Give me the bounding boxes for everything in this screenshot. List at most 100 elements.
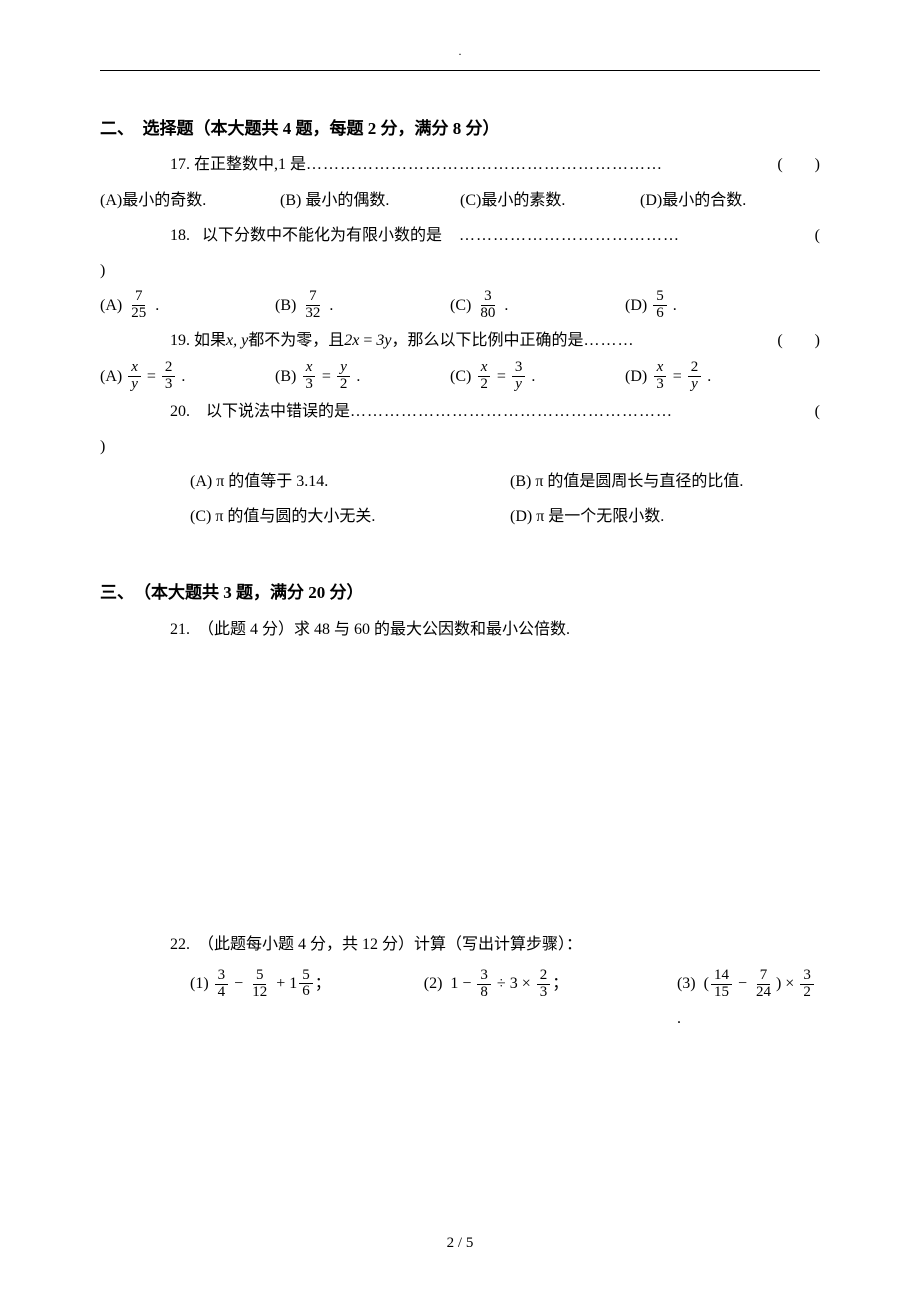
q18-paren-open: ( [815,218,820,253]
q19-eq: 2x = 3y [344,323,391,358]
q18-opt-c: (C) 380 . [450,288,625,323]
tail: . [329,288,333,323]
den: y [688,377,701,393]
num: 3 [215,968,229,985]
int: 1 [289,966,297,1001]
q18-opt-a: (A) 725 . [100,288,275,323]
op: × [781,975,798,992]
eq: = [673,359,682,394]
page-footer: 2 / 5 [0,1235,920,1252]
num: 3 [512,360,526,377]
fraction: 2y [688,360,702,393]
fraction: 1415 [711,968,732,1001]
den: 15 [711,985,732,1001]
opt-label: (A) [100,288,122,323]
header-dot: . [0,44,920,59]
q19-opt-d: (D) x3 = 2y . [625,359,800,394]
q17-opt-c: (C)最小的素数. [460,183,630,218]
content: 二、 选择题（本大题共 4 题，每题 2 分，满分 8 分） 17. 在正整数中… [100,110,820,1037]
q20-row-ab: (A) π 的值等于 3.14. (B) π 的值是圆周长与直径的比值. [190,464,820,499]
num: 7 [132,289,146,306]
page: . 二、 选择题（本大题共 4 题，每题 2 分，满分 8 分） 17. 在正整… [0,0,920,1302]
opt-label: (D) [625,288,647,323]
q17-stem: 在正整数中,1 是 [194,147,306,182]
num: 3 [477,968,491,985]
eq: = [147,359,156,394]
fraction: 725 [128,289,149,322]
tail: . [677,1010,681,1027]
num: 2 [537,968,551,985]
fraction: 32 [800,968,814,1001]
q19-stem-pre: 如果 [194,323,226,358]
num: x [478,360,491,377]
spacer [100,534,820,564]
num: x [128,360,141,377]
num: x [303,360,316,377]
opt-label: (C) [450,288,471,323]
q17: 17. 在正整数中,1 是 ……………………………………………………… ( ) [170,147,820,182]
tail: ； [315,975,331,992]
fraction: 23 [537,968,551,1001]
q20-paren-open: ( [815,394,820,429]
tail: . [356,359,360,394]
fraction: 3y [512,360,526,393]
tail: . [504,288,508,323]
op: ÷ 3 × [493,975,535,992]
den: 3 [537,985,551,1001]
opt-label: (B) [275,359,296,394]
den: 2 [337,377,351,393]
eq: = [497,359,506,394]
q20-opt-b: (B) π 的值是圆周长与直径的比值. [510,464,743,499]
den: 4 [215,985,229,1001]
q19: 19. 如果 x, y 都不为零，且 2x = 3y，那么以下比例中正确的是 …… [170,323,820,358]
num: 5 [253,968,267,985]
num: x [654,360,667,377]
q20-number: 20. [170,394,190,429]
fraction: x3 [653,360,667,393]
fraction: x2 [477,360,491,393]
section-2-title: 二、 选择题（本大题共 4 题，每题 2 分，满分 8 分） [100,110,820,147]
tail: . [155,288,159,323]
q22-parts: (1) 34 − 512 + 156； (2) 1 − 38 ÷ 3 × 23；… [190,966,820,1036]
q19-number: 19. [170,323,190,358]
fraction: 56 [653,289,667,322]
q22-text: （此题每小题 4 分，共 12 分）计算（写出计算步骤）： [198,936,582,953]
q17-options: (A)最小的奇数. (B) 最小的偶数. (C)最小的素数. (D)最小的合数. [100,183,820,218]
q17-number: 17. [170,147,190,182]
fraction: 724 [753,968,774,1001]
q19-stem-post: ，那么以下比例中正确的是 [391,323,583,358]
den: 6 [653,306,667,322]
section-3-title: 三、 （本大题共 3 题，满分 20 分） [100,574,820,611]
q18-opt-b: (B) 732 . [275,288,450,323]
q19-paren: ( ) [777,323,820,358]
fraction: y2 [337,360,351,393]
den: 32 [302,306,323,322]
q20-opt-a: (A) π 的值等于 3.14. [190,464,500,499]
q21: 21. （此题 4 分）求 48 与 60 的最大公因数和最小公倍数. [170,612,820,647]
q18-number: 18. [170,218,190,253]
opt-label: (D) [625,359,647,394]
opt-label: (A) [100,359,122,394]
num: 5 [299,968,313,985]
tail: . [531,359,535,394]
q22-part-2: (2) 1 − 38 ÷ 3 × 23； [424,966,677,1036]
fraction: 34 [215,968,229,1001]
den: 8 [477,985,491,1001]
num: 2 [162,360,176,377]
q18-options: (A) 725 . (B) 732 . (C) 380 . (D) 56 . [100,288,820,323]
opt-label: (B) [275,288,296,323]
q18-opt-d: (D) 56 . [625,288,800,323]
tail: . [707,359,711,394]
q18: 18. 以下分数中不能化为有限小数的是 ………………………………… ( [170,218,820,253]
den: y [512,377,525,393]
den: 2 [800,985,814,1001]
q19-options: (A) xy = 23 . (B) x3 = y2 . (C) x2 = 3y … [100,359,820,394]
q20-dots: ………………………………………………… [350,394,815,429]
part-label: (2) [424,975,443,992]
num: 3 [481,289,495,306]
num: y [337,360,350,377]
q17-paren: ( ) [777,147,820,182]
den: 2 [477,377,491,393]
q22: 22. （此题每小题 4 分，共 12 分）计算（写出计算步骤）： [170,927,820,962]
q22-part-1: (1) 34 − 512 + 156； [190,966,424,1036]
